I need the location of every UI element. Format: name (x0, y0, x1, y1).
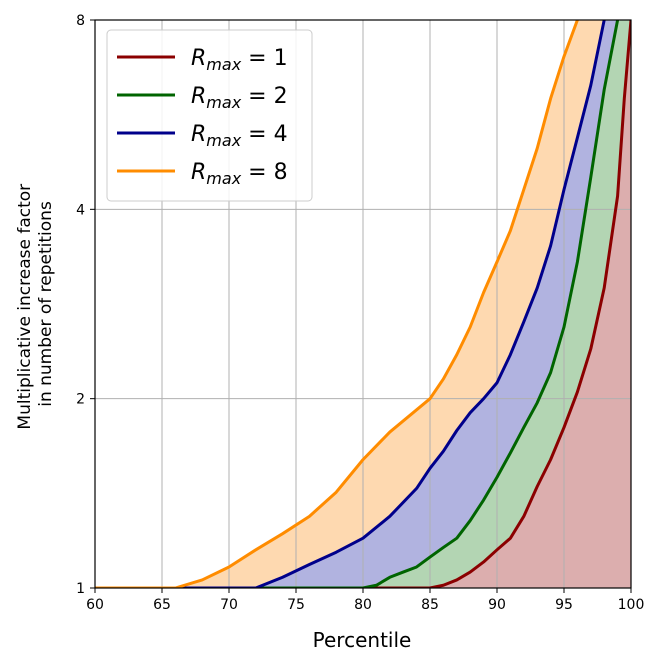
y-tick-label: 1 (76, 581, 85, 597)
x-tick-label: 70 (220, 597, 238, 613)
x-tick-label: 90 (488, 597, 506, 613)
legend-box (106, 29, 313, 202)
legend-label-4: Rmax = 8 (191, 160, 288, 188)
legend-label-1: Rmax = 1 (191, 46, 288, 74)
x-tick-label: 100 (618, 597, 645, 613)
legend-label-3: Rmax = 4 (191, 122, 288, 150)
x-tick-label: 60 (86, 597, 104, 613)
y-axis-label-line-2: in number of repetitions (36, 201, 56, 407)
x-tick-label: 85 (421, 597, 439, 613)
y-ticks: 1 2 4 8 (76, 13, 95, 597)
y-tick-label: 4 (76, 202, 85, 218)
y-axis-label-line-1: Multiplicative increase factor (15, 184, 35, 430)
y-tick-label: 8 (76, 13, 85, 29)
x-ticks: 60 65 70 75 80 85 90 95 100 (86, 588, 644, 613)
legend-label-2: Rmax = 2 (191, 84, 288, 112)
x-tick-label: 75 (287, 597, 305, 613)
legend: Rmax = 1 Rmax = 2 Rmax = 4 Rmax = 8 (106, 29, 313, 202)
y-axis-label: Multiplicative increase factor in number… (15, 178, 56, 429)
series-line-2 (95, 20, 620, 588)
x-axis-label: Percentile (313, 628, 412, 652)
series-fill-1 (95, 20, 631, 588)
x-tick-label: 95 (555, 597, 573, 613)
x-tick-label: 65 (153, 597, 171, 613)
series-line-4 (95, 20, 579, 588)
series-lines (95, 20, 631, 588)
series-line-3 (95, 20, 606, 588)
x-tick-label: 80 (354, 597, 372, 613)
y-tick-label: 2 (76, 392, 85, 408)
series-line-1 (95, 20, 631, 588)
